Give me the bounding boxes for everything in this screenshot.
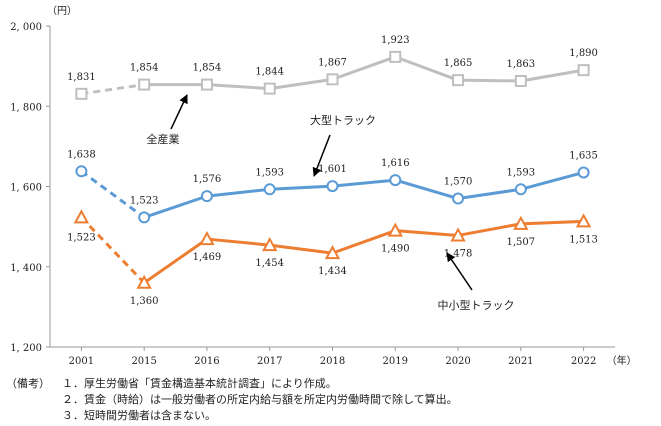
data-label: 1,513 xyxy=(569,234,598,245)
data-label: 1,638 xyxy=(67,149,96,160)
data-label: 1,593 xyxy=(507,167,536,178)
x-tick-label: 2021 xyxy=(508,356,533,367)
data-label: 1,576 xyxy=(193,174,222,185)
triangle-marker xyxy=(575,213,592,228)
square-marker xyxy=(138,78,151,91)
data-label: 1,616 xyxy=(381,158,410,169)
footnote-text: １．厚生労働省「賃金構造基本統計調査」により作成。 xyxy=(62,377,337,390)
footnote-text: ３．短時間労働者は含まない。 xyxy=(62,409,216,422)
triangle-marker xyxy=(450,227,466,242)
data-label: 1,865 xyxy=(444,58,473,69)
notes-prefix: （備考） xyxy=(6,377,50,390)
series-label-all-industries: 全産業 xyxy=(147,132,180,146)
arrow xyxy=(170,94,188,130)
footnote-3: ３．短時間労働者は含まない。 xyxy=(6,408,458,424)
x-tick-label: 2015 xyxy=(131,356,156,367)
data-label: 1,923 xyxy=(381,35,410,46)
data-label: 1,507 xyxy=(507,237,536,248)
data-label: 1,601 xyxy=(318,164,347,175)
triangle-marker xyxy=(513,215,529,230)
triangle-marker xyxy=(262,236,278,252)
series-line xyxy=(143,171,584,219)
data-label: 1,867 xyxy=(318,57,347,68)
y-axis-unit: （円） xyxy=(47,5,77,17)
arrow xyxy=(312,134,331,177)
data-label: 1,454 xyxy=(255,258,284,269)
square-marker xyxy=(263,82,276,95)
circle-marker xyxy=(452,192,465,205)
circle-marker xyxy=(514,183,527,196)
data-label: 1,478 xyxy=(444,248,473,259)
arrow xyxy=(446,252,473,291)
series-lines xyxy=(80,55,584,285)
footnote-1: （備考） １．厚生労働省「賃金構造基本統計調査」により作成。 xyxy=(6,376,458,392)
data-label: 1,570 xyxy=(444,177,473,188)
x-tick-label: 2018 xyxy=(320,356,345,367)
series-markers xyxy=(73,50,592,289)
data-label: 1,523 xyxy=(130,195,159,206)
data-label: 1,854 xyxy=(130,63,159,74)
y-tick-label: 1, 400 xyxy=(10,263,42,274)
data-label: 1,831 xyxy=(67,72,96,83)
series-label-small-medium-truck: 中小型トラック xyxy=(438,298,515,312)
circle-marker xyxy=(326,180,339,193)
data-label: 1,434 xyxy=(318,266,347,277)
circle-marker xyxy=(200,190,213,203)
data-label: 1,490 xyxy=(381,244,410,255)
series-label-large-truck: 大型トラック xyxy=(310,113,376,127)
triangle-marker xyxy=(387,222,403,237)
data-label: 1,360 xyxy=(130,296,159,307)
circle-marker xyxy=(577,166,590,179)
x-tick-label: 2017 xyxy=(257,356,282,367)
x-tick-label: 2001 xyxy=(69,356,94,367)
circle-marker xyxy=(389,174,402,187)
square-marker xyxy=(577,64,590,77)
data-label: 1,844 xyxy=(255,67,284,78)
data-label: 1,469 xyxy=(193,252,222,263)
square-marker xyxy=(75,87,88,100)
data-label: 1,863 xyxy=(507,59,536,70)
y-tick-label: 1, 800 xyxy=(10,102,42,113)
triangle-marker xyxy=(73,209,90,224)
x-axis-unit: （年） xyxy=(607,354,637,367)
square-marker xyxy=(452,74,465,87)
series-line-dashed xyxy=(80,170,146,219)
series-line xyxy=(144,55,584,91)
series-line-dashed xyxy=(81,83,145,96)
circle-marker xyxy=(138,211,151,224)
series-line-dashed xyxy=(80,216,146,284)
data-label: 1,890 xyxy=(569,48,598,59)
triangle-marker xyxy=(136,274,152,289)
y-tick-label: 1, 600 xyxy=(10,183,42,194)
square-marker xyxy=(326,73,339,86)
triangle-marker xyxy=(199,230,215,246)
footnote-2: ２．賃金（時給）は一般労働者の所定内給与額を所定内労働時間で除して算出。 xyxy=(6,392,458,408)
circle-marker xyxy=(263,183,276,196)
axes: 1, 200 1, 400 1, 600 1, 800 2, 000 （円） 2001 201… xyxy=(10,5,636,367)
data-label: 1,523 xyxy=(67,232,96,243)
square-marker xyxy=(389,50,402,63)
x-tick-label: 2019 xyxy=(383,356,408,367)
x-tick-label: 2022 xyxy=(571,356,596,367)
footnotes: （備考） １．厚生労働省「賃金構造基本統計調査」により作成。 ２．賃金（時給）は… xyxy=(6,376,458,424)
square-marker xyxy=(200,78,213,91)
data-label: 1,635 xyxy=(569,150,598,161)
data-labels: 1,831 1,854 1,854 1,844 1,867 1,923 1,865 1,863… xyxy=(67,35,598,307)
triangle-marker xyxy=(324,245,341,260)
line-chart: 1, 200 1, 400 1, 600 1, 800 2, 000 （円） 2001 201… xyxy=(10,5,636,367)
footnote-text: ２．賃金（時給）は一般労働者の所定内給与額を所定内労働時間で除して算出。 xyxy=(62,393,458,406)
circle-marker xyxy=(75,165,88,178)
square-marker xyxy=(514,74,527,87)
data-label: 1,593 xyxy=(255,167,284,178)
x-tick-label: 2016 xyxy=(194,356,219,367)
y-tick-label: 2, 000 xyxy=(10,22,42,33)
y-tick-label: 1, 200 xyxy=(10,343,42,354)
data-label: 1,854 xyxy=(193,63,222,74)
x-tick-label: 2020 xyxy=(445,356,470,367)
series-line xyxy=(143,219,584,285)
